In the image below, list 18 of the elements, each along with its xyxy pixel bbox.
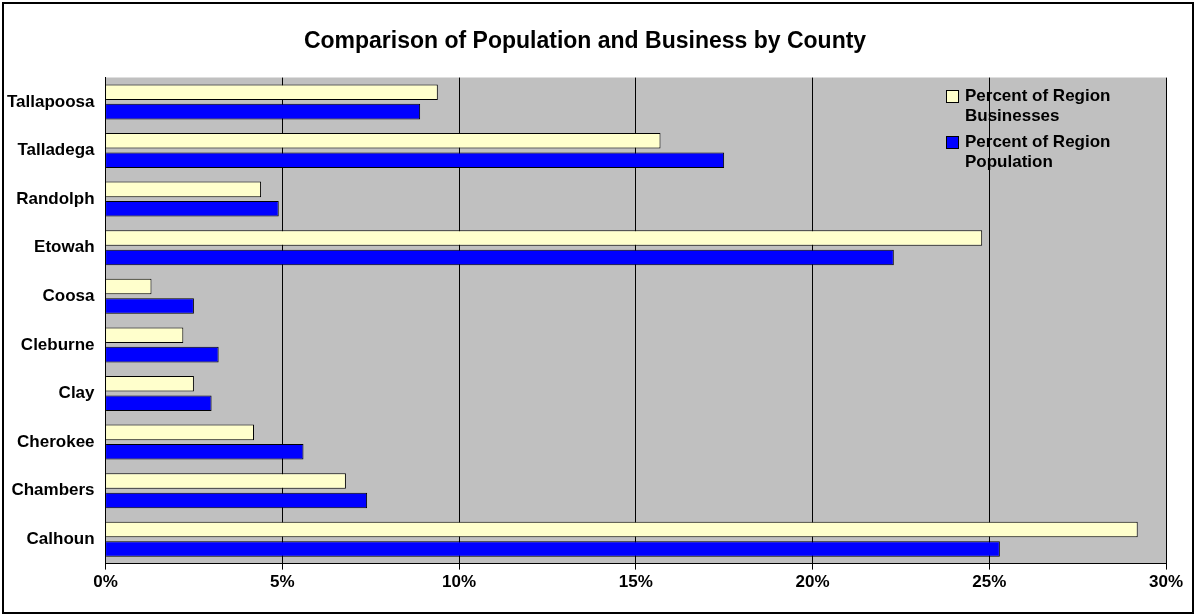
x-tick-label: 5% <box>269 572 295 592</box>
y-tick-label: Talladega <box>17 140 96 160</box>
y-tick-label: Calhoun <box>26 528 95 548</box>
y-tick-label: Randolph <box>16 188 95 208</box>
x-tick-label: 25% <box>972 572 1007 592</box>
chart-title: Comparison of Population and Business by County <box>303 27 867 54</box>
x-tick-label: 20% <box>795 572 830 592</box>
y-tick-label: Etowah <box>34 237 95 257</box>
y-tick-label: Clay <box>58 383 96 403</box>
y-tick-label: Tallapoosa <box>6 91 96 111</box>
x-tick-label: 10% <box>442 572 477 592</box>
x-tick-label: 0% <box>93 572 118 592</box>
x-tick-label: 15% <box>618 572 653 592</box>
y-tick-label: Chambers <box>11 480 95 500</box>
y-tick-label: Cherokee <box>17 431 95 451</box>
x-tick-label: 30% <box>1148 572 1184 592</box>
y-tick-label: Cleburne <box>20 334 95 354</box>
y-tick-label: Coosa <box>42 285 96 305</box>
